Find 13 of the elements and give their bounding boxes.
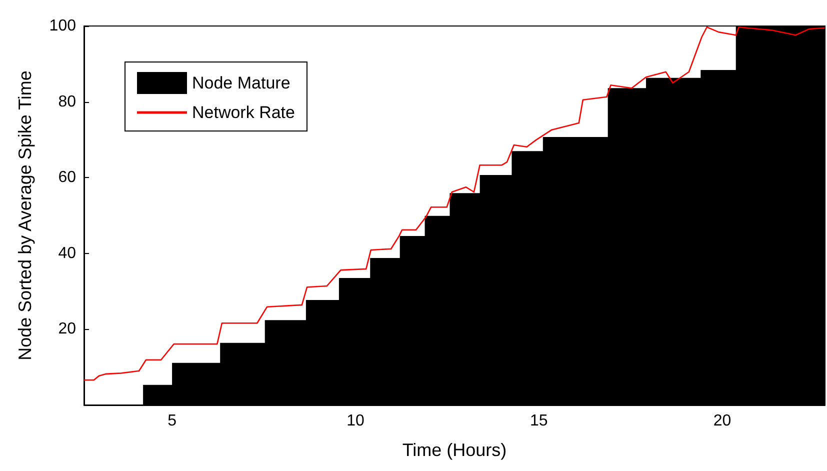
y-tick-label: 40 [58, 244, 76, 262]
y-axis-title: Node Sorted by Average Spike Time [15, 70, 35, 360]
x-tick-label: 15 [530, 412, 548, 430]
legend-label: Network Rate [192, 103, 295, 122]
y-tick-label: 80 [58, 93, 76, 110]
x-tick-label: 10 [346, 412, 364, 430]
y-tick-label: 20 [58, 320, 76, 338]
x-tick-label: 20 [713, 412, 732, 430]
y-tick-label: 100 [49, 18, 76, 34]
x-tick-label: 5 [168, 412, 177, 430]
y-tick-label: 60 [58, 169, 76, 186]
legend-label: Node Mature [192, 74, 290, 92]
x-axis-title: Time (Hours) [402, 440, 507, 460]
